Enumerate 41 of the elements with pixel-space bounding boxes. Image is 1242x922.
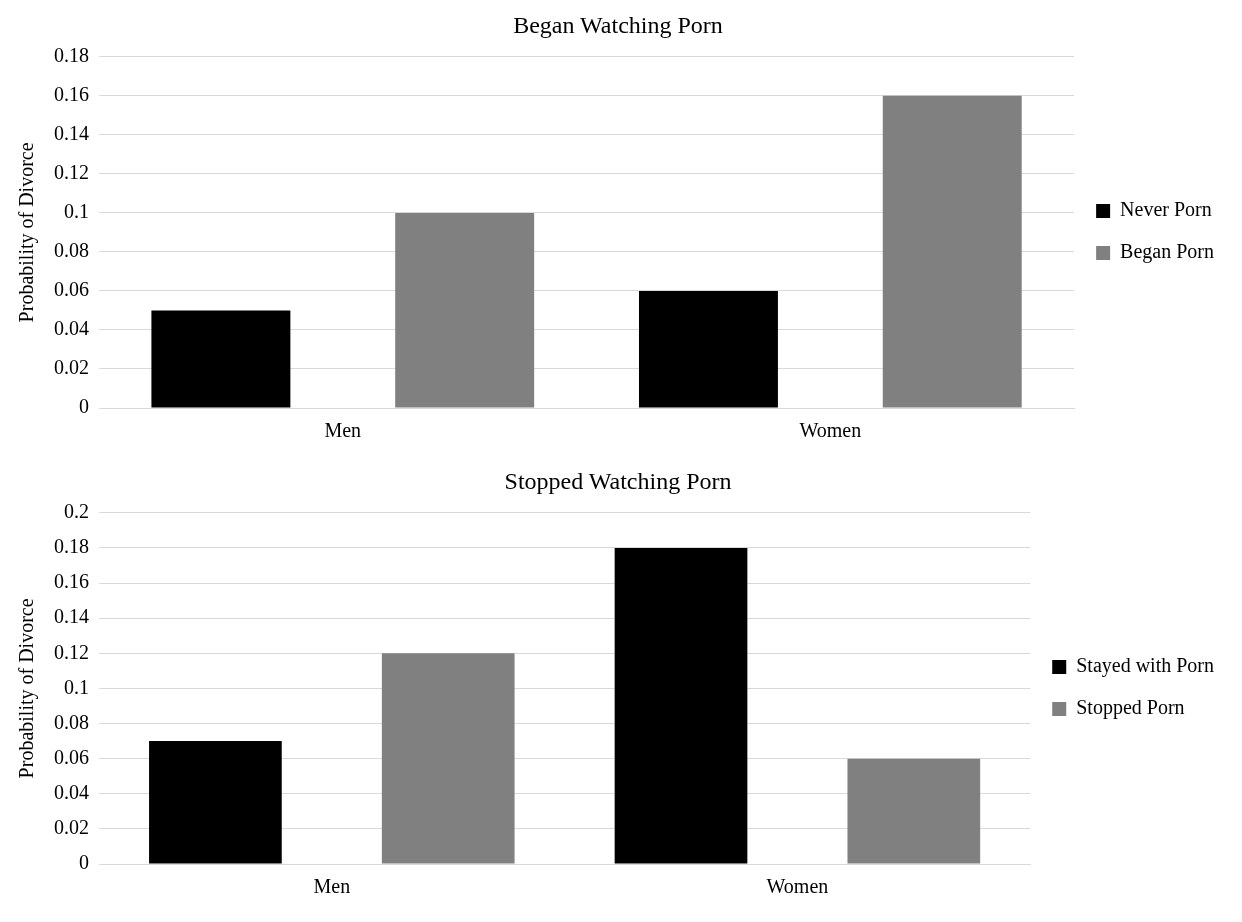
y-tick-label: 0.12: [54, 640, 89, 663]
bar: [151, 310, 291, 408]
x-tick-label: Men: [313, 875, 351, 898]
y-tick-label: 0: [79, 395, 89, 418]
y-tick-label: 0.12: [54, 161, 89, 184]
bar: [882, 95, 1022, 408]
y-tick-label: 0.2: [64, 500, 89, 523]
chart-title: Stopped Watching Porn: [504, 467, 732, 494]
legend-label: Stopped Porn: [1076, 696, 1185, 720]
y-tick-label: 0.18: [54, 44, 89, 67]
bar: [638, 290, 778, 408]
legend-label: Began Porn: [1120, 240, 1215, 264]
y-tick-label: 0.14: [54, 122, 89, 145]
y-tick-label: 0.16: [54, 83, 89, 106]
y-axis-title: Probability of Divorce: [15, 142, 39, 323]
bar: [395, 212, 535, 408]
bar: [847, 758, 981, 864]
y-tick-label: 0.18: [54, 535, 89, 558]
legend-label: Never Porn: [1120, 198, 1212, 221]
y-tick-label: 0.08: [54, 239, 89, 262]
y-tick-label: 0.16: [54, 570, 89, 593]
chart-title: Began Watching Porn: [513, 11, 723, 38]
y-tick-label: 0.02: [54, 356, 89, 379]
y-axis-title: Probability of Divorce: [15, 598, 39, 779]
y-tick-label: 0.06: [54, 745, 89, 768]
y-tick-label: 0.04: [54, 781, 89, 804]
y-tick-label: 0.1: [64, 200, 89, 223]
y-tick-label: 0.04: [54, 317, 89, 340]
x-tick-label: Women: [799, 419, 862, 442]
x-tick-label: Women: [766, 875, 829, 898]
y-tick-label: 0.02: [54, 816, 89, 839]
x-tick-label: Men: [324, 419, 362, 442]
bar: [381, 653, 515, 864]
y-tick-label: 0: [79, 851, 89, 874]
bar: [149, 741, 282, 864]
y-tick-label: 0.06: [54, 278, 89, 301]
y-tick-label: 0.08: [54, 710, 89, 733]
y-tick-label: 0.1: [64, 675, 89, 698]
y-tick-label: 0.14: [54, 605, 89, 628]
legend-label: Stayed with Porn: [1076, 654, 1215, 678]
bar: [614, 547, 748, 864]
